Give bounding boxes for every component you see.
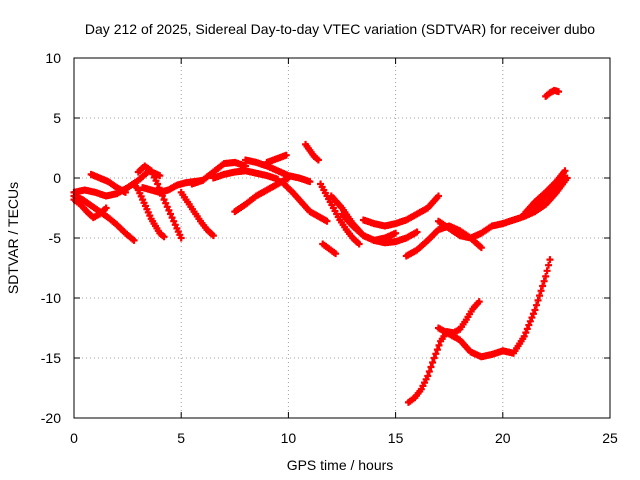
- data-point: [156, 172, 164, 180]
- series-arc-mid-9: [263, 151, 290, 166]
- data-point: [522, 329, 530, 337]
- x-tick-label: 15: [388, 430, 404, 446]
- data-point: [171, 221, 179, 229]
- y-tick-label: 0: [53, 170, 61, 186]
- data-point: [534, 296, 542, 304]
- data-point: [332, 250, 340, 258]
- data-point: [520, 332, 528, 340]
- series-arc-late-4: [319, 240, 340, 258]
- data-point: [555, 88, 563, 96]
- data-point: [425, 368, 433, 375]
- data-point: [163, 203, 171, 211]
- series-arc-mid-6: [209, 167, 282, 183]
- series-arc-late-12: [531, 174, 569, 212]
- y-tick-label: -20: [41, 410, 61, 426]
- data-point: [429, 359, 437, 366]
- x-tick-label: 10: [281, 430, 297, 446]
- data-point: [170, 217, 178, 225]
- series-arc-early-1: [70, 192, 138, 244]
- series-arc-late-9: [434, 217, 507, 242]
- series-arc-late-1: [280, 180, 331, 225]
- x-tick-label: 0: [70, 430, 78, 446]
- data-point: [432, 350, 440, 358]
- data-point: [434, 192, 442, 200]
- data-point: [532, 301, 540, 309]
- y-tick-label: 5: [53, 110, 61, 126]
- data-point: [306, 178, 314, 186]
- series-arc-mid-8: [242, 156, 314, 186]
- data-point: [475, 298, 483, 306]
- data-point: [424, 372, 432, 380]
- data-point: [542, 272, 550, 280]
- data-point: [539, 282, 547, 290]
- data-point: [160, 233, 168, 241]
- series-arc-late-2: [302, 140, 322, 164]
- chart-title: Day 212 of 2025, Sidereal Day-to-day VTE…: [85, 21, 595, 37]
- data-layer: [70, 86, 571, 406]
- data-point: [355, 240, 363, 248]
- data-point: [314, 156, 322, 164]
- x-tick-label: 20: [495, 430, 511, 446]
- data-point: [537, 287, 545, 295]
- data-point: [561, 167, 569, 175]
- series-arc-mid-5: [188, 158, 250, 188]
- data-point: [323, 217, 331, 225]
- data-point: [168, 214, 176, 222]
- x-axis-label: GPS time / hours: [287, 457, 394, 473]
- series-arc-mid-7: [231, 174, 292, 216]
- data-point: [209, 232, 217, 240]
- data-point: [160, 196, 168, 204]
- data-point: [102, 204, 110, 212]
- data-point: [545, 261, 553, 269]
- y-tick-label: 10: [45, 50, 61, 66]
- data-point: [433, 346, 441, 354]
- data-point: [540, 277, 548, 285]
- data-point: [546, 256, 554, 264]
- x-tick-label: 5: [177, 430, 185, 446]
- data-point: [523, 325, 531, 333]
- data-point: [531, 306, 539, 314]
- series-arc-late-11: [520, 167, 569, 218]
- y-tick-label: -5: [49, 230, 62, 246]
- data-point: [282, 151, 290, 159]
- data-point: [130, 236, 138, 244]
- series-arc-low-2: [434, 256, 554, 361]
- series-arc-isolated: [542, 86, 563, 100]
- data-point: [177, 234, 185, 242]
- data-point: [543, 267, 551, 275]
- data-point: [477, 244, 485, 252]
- data-point: [435, 341, 443, 349]
- data-point: [430, 354, 438, 362]
- y-tick-label: -10: [41, 290, 61, 306]
- series-arc-early-3: [70, 196, 110, 222]
- tick-layer: 0 5 10 15 20 25 -20 -15 -10 -5 0 5 10: [41, 50, 618, 446]
- series-arc-late-7: [359, 192, 442, 230]
- series-arc-late-6: [338, 210, 421, 247]
- data-point: [529, 310, 537, 318]
- series-arc-mid-4: [177, 188, 217, 240]
- data-point: [121, 188, 129, 196]
- data-point: [413, 228, 421, 236]
- data-point: [536, 292, 544, 300]
- data-point: [162, 199, 170, 207]
- data-point: [166, 210, 174, 218]
- data-point: [561, 174, 569, 182]
- data-point: [427, 363, 435, 371]
- x-tick-label: 25: [602, 430, 618, 446]
- y-tick-label: -15: [41, 350, 61, 366]
- data-point: [528, 314, 536, 322]
- series-arc-early-4: [87, 170, 129, 196]
- data-point: [525, 321, 533, 329]
- grid-layer: [74, 58, 610, 418]
- series-arc-mid-1: [130, 180, 168, 241]
- data-point: [392, 229, 400, 237]
- y-axis-label: SDTVAR / TECUs: [5, 182, 21, 294]
- data-point: [165, 206, 173, 214]
- data-point: [526, 317, 534, 325]
- data-point: [154, 180, 162, 188]
